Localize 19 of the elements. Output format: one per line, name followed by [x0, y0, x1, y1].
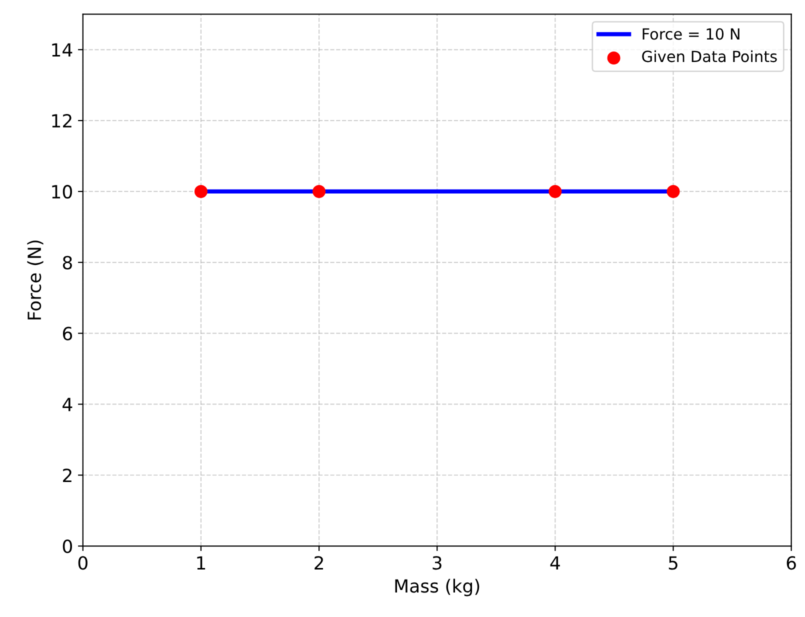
- legend-label: Given Data Points: [642, 50, 777, 62]
- x-tick-label: 4: [550, 556, 560, 570]
- y-tick-label: 14: [52, 43, 72, 57]
- x-axis-title: Mass (kg): [395, 578, 480, 596]
- x-tick-label: 6: [786, 556, 796, 570]
- y-tick-label: 2: [63, 468, 72, 482]
- y-axis-title: Force (N): [27, 240, 44, 320]
- y-tick-label: 8: [62, 256, 72, 270]
- x-tick-label: 5: [668, 556, 678, 570]
- y-tick-label: 10: [52, 184, 72, 199]
- y-tick-label: 6: [62, 326, 72, 340]
- x-tick-label: 2: [314, 556, 323, 570]
- y-tick-label: 4: [62, 398, 72, 412]
- x-tick-label: 0: [78, 556, 88, 570]
- x-tick-label: 3: [432, 556, 442, 570]
- legend-label: Force = 10 N: [642, 28, 740, 40]
- y-tick-label: 12: [52, 114, 72, 128]
- y-tick-label: 0: [62, 540, 72, 554]
- x-tick-label: 1: [197, 556, 206, 570]
